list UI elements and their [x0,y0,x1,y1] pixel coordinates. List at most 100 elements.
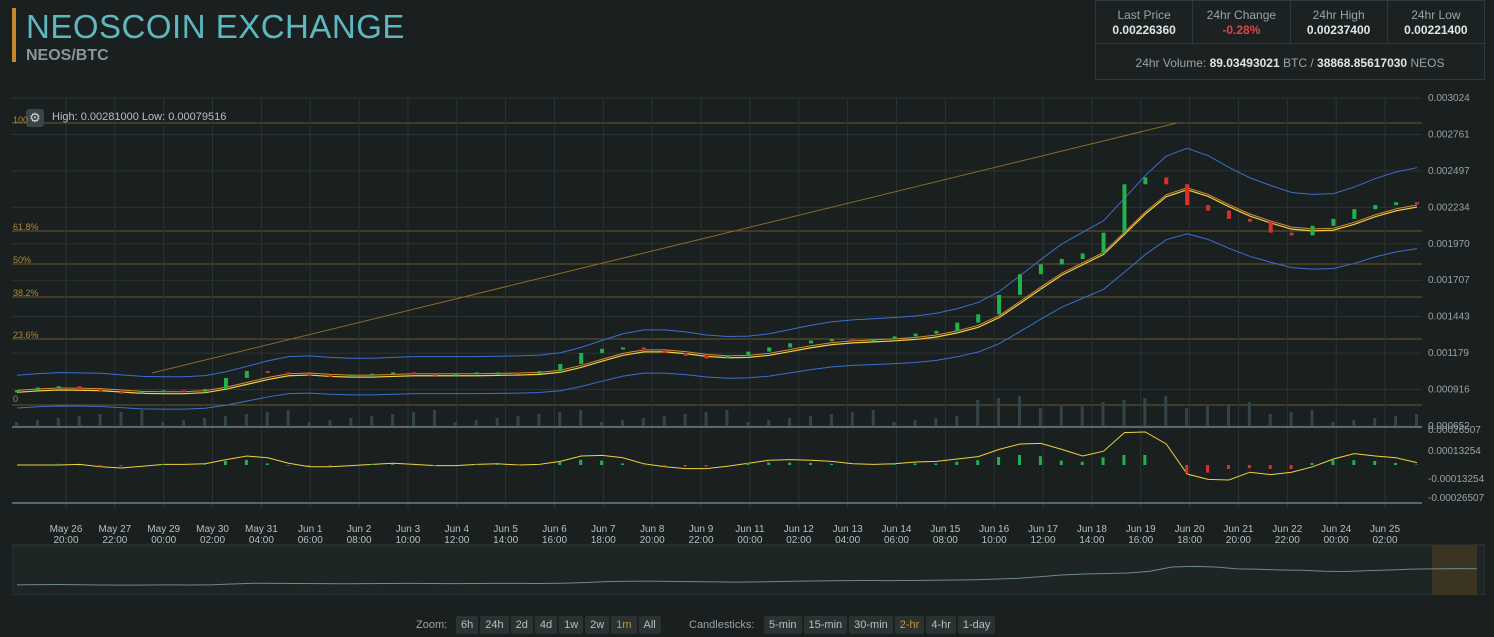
zoom-button-1m[interactable]: 1m [611,616,637,634]
macd-histogram-bar [934,463,938,465]
macd-histogram-bar [955,461,959,465]
macd-tick-label: -0.00026507 [1428,493,1485,504]
time-label-time: 22:00 [1275,535,1300,546]
time-label-time: 12:00 [444,535,469,546]
candlestick [725,355,730,359]
price-tick-label: 0.001443 [1428,312,1470,323]
candlestick-button-4hr[interactable]: 4-hr [926,616,956,634]
candlestick [1268,221,1273,233]
volume-bar [850,412,854,426]
volume-btc-value: 89.03493021 [1209,56,1280,70]
bollinger-upper-band [16,147,1418,378]
volume-bar [955,416,959,426]
volume-bar [370,416,374,426]
macd-histogram-bar [286,465,290,466]
candlestick [432,373,437,376]
volume-bar [1226,404,1230,426]
macd-histogram-bar [600,460,604,465]
volume-bar [1017,396,1021,426]
time-label-date: Jun 3 [396,524,421,535]
time-label-date: May 29 [147,524,180,535]
high-value: 0.00237400 [1306,23,1371,37]
candlestick-button-5min[interactable]: 5-min [764,616,802,634]
time-label-date: Jun 13 [833,524,863,535]
time-label-date: Jun 20 [1175,524,1205,535]
candlestick [1101,232,1106,254]
chart-canvas[interactable]: 0.003024 0.002761 0.002497 0.002234 0.001970… [11,93,1486,596]
candlestick-button-1day[interactable]: 1-day [957,616,996,634]
time-label-time: 06:00 [884,535,909,546]
volume-bar [913,420,917,426]
macd-histogram-bar [829,463,833,465]
macd-histogram-bar [683,465,687,467]
volume-bar [746,422,750,426]
fib-level-236: 23.6% [13,330,39,340]
time-label-time: 18:00 [591,535,616,546]
volume-bar [641,418,645,426]
macd-histogram-bar [244,459,248,465]
change-label: 24hr Change [1206,8,1277,22]
time-label-date: Jun 19 [1126,524,1156,535]
time-label-date: May 26 [50,524,83,535]
volume-bar [725,410,729,426]
candlestick [1289,232,1294,236]
zoom-button-all[interactable]: All [638,616,661,634]
time-label-time: 16:00 [1128,535,1153,546]
macd-tick-label: 0.00013254 [1428,446,1481,457]
volume-bar [161,422,165,426]
navigator-pane [11,544,1486,596]
price-tick-label: 0.000916 [1428,385,1470,396]
candlestick [558,364,563,371]
candlestick-button-15min[interactable]: 15-min [803,616,848,634]
time-label-time: 04:00 [249,535,274,546]
time-label-date: Jun 7 [591,524,616,535]
volume-stat: 24hr Volume: 89.03493021 BTC / 38868.856… [1096,44,1484,70]
zoom-button-4d[interactable]: 4d [534,616,558,634]
zoom-button-2w[interactable]: 2w [585,616,610,634]
macd-histogram-bar [913,463,917,465]
time-label-date: Jun 1 [298,524,323,535]
candlestick [307,373,312,376]
zoom-button-24h[interactable]: 24h [480,616,509,634]
settings-gear-icon[interactable]: ⚙ [26,109,44,127]
price-tick-label: 0.001179 [1428,348,1469,359]
candlestick [265,370,270,373]
macd-histogram-bar [620,463,624,465]
zoom-button-1w[interactable]: 1w [559,616,584,634]
candlestick-button-2hr[interactable]: 2-hr [894,616,925,634]
price-chart[interactable]: 0.003024 0.002761 0.002497 0.002234 0.001970… [11,93,1486,596]
macd-histogram-bar [161,464,165,465]
macd-histogram-bar [1143,455,1147,465]
macd-histogram-bar [1289,465,1293,469]
candlestick [474,372,479,375]
candlestick [829,339,834,342]
candlestick [1059,258,1064,265]
macd-histogram-bar [328,465,332,466]
macd-tick-label: -0.00013254 [1428,474,1485,485]
time-label-time: 16:00 [542,535,567,546]
time-label-date: Jun 18 [1077,524,1107,535]
volume-btc-unit: BTC / [1283,56,1314,70]
time-label-date: Jun 24 [1321,524,1351,535]
candlestick [1206,205,1211,211]
macd-histogram-bar [746,463,750,465]
candlestick [1080,253,1085,259]
macd-histogram-bar [119,465,123,467]
candlestick [662,350,667,353]
candlestick [223,377,228,389]
volume-bar [391,414,395,426]
fib-level-0: 0 [13,394,19,404]
zoom-button-2d[interactable]: 2d [510,616,533,634]
candlestick [537,370,542,374]
candlestick-button-30min[interactable]: 30-min [849,616,893,634]
exchange-header: NEOSCOIN EXCHANGE NEOS/BTC [12,8,405,64]
candlestick [1038,264,1043,275]
volume-bar [1059,406,1063,426]
low-stat: 24hr Low 0.00221400 [1388,1,1484,43]
volume-bar [516,416,520,426]
volume-bar [1415,414,1418,426]
zoom-button-group: 6h 24h 2d 4d 1w 2w 1m All [456,616,661,634]
candlestick [1185,184,1190,206]
candlestick [1373,205,1378,210]
zoom-button-6h[interactable]: 6h [456,616,479,634]
